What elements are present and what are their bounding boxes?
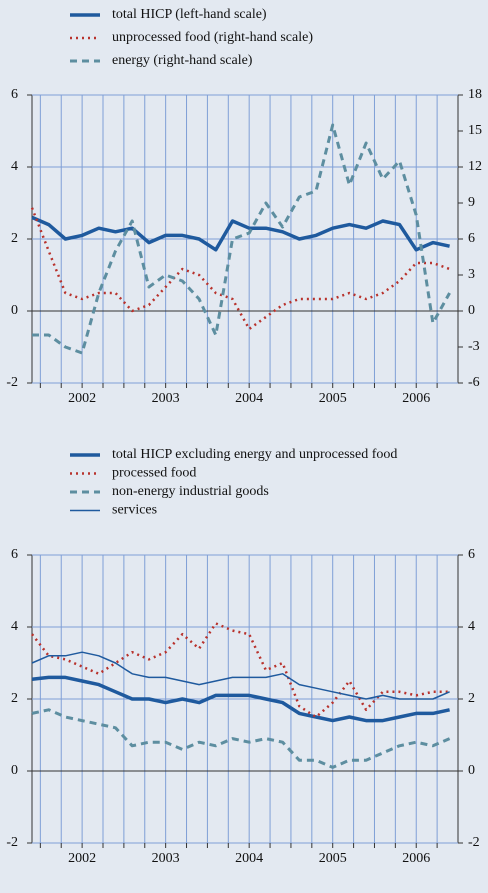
legend-label: services — [112, 503, 157, 518]
y2-tick-label: 0 — [468, 303, 475, 318]
y-tick-label: 2 — [11, 691, 18, 706]
y-tick-label: 2 — [11, 231, 18, 246]
y-tick-label: -2 — [6, 375, 18, 390]
series-line — [31, 622, 450, 719]
legend-label: processed food — [112, 466, 196, 481]
y-tick-label: 4 — [11, 619, 18, 634]
series-line — [31, 215, 450, 252]
series-line — [30, 207, 451, 331]
y-tick-label: 6 — [11, 547, 18, 562]
y2-tick-label: 12 — [468, 159, 482, 174]
x-tick-label: 2002 — [68, 851, 96, 866]
legend-label: non-energy industrial goods — [112, 484, 269, 499]
series-line — [31, 651, 450, 700]
y2-tick-label: 6 — [468, 547, 475, 562]
x-tick-label: 2005 — [319, 851, 347, 866]
legend-label: total HICP excluding energy and unproces… — [112, 447, 397, 462]
y2-tick-label: -2 — [468, 835, 480, 850]
series-line — [31, 675, 450, 723]
y-tick-label: 0 — [11, 303, 18, 318]
series-line — [32, 123, 451, 355]
x-tick-label: 2006 — [402, 851, 430, 866]
y2-tick-label: 6 — [468, 231, 475, 246]
legend-label: unprocessed food (right-hand scale) — [112, 30, 313, 45]
y2-tick-label: -6 — [468, 375, 480, 390]
y2-tick-label: 9 — [468, 195, 475, 210]
y2-tick-label: 18 — [468, 87, 482, 102]
x-tick-label: 2003 — [152, 851, 180, 866]
y-tick-label: -2 — [6, 835, 18, 850]
x-tick-label: 2006 — [402, 391, 430, 406]
y2-tick-label: 4 — [468, 619, 475, 634]
y2-tick-label: 2 — [468, 691, 475, 706]
y2-tick-label: 3 — [468, 267, 475, 282]
legend-label: total HICP (left-hand scale) — [112, 7, 267, 22]
x-tick-label: 2002 — [68, 391, 96, 406]
y-tick-label: 0 — [11, 763, 18, 778]
x-tick-label: 2005 — [319, 391, 347, 406]
x-tick-label: 2004 — [235, 391, 263, 406]
y2-tick-label: 0 — [468, 763, 475, 778]
y2-tick-label: 15 — [468, 123, 482, 138]
y-tick-label: 4 — [11, 159, 18, 174]
legend-label: energy (right-hand scale) — [112, 53, 253, 68]
x-tick-label: 2004 — [235, 851, 263, 866]
series-line — [31, 708, 451, 769]
y-tick-label: 6 — [11, 87, 18, 102]
y2-tick-label: -3 — [468, 339, 480, 354]
x-tick-label: 2003 — [152, 391, 180, 406]
